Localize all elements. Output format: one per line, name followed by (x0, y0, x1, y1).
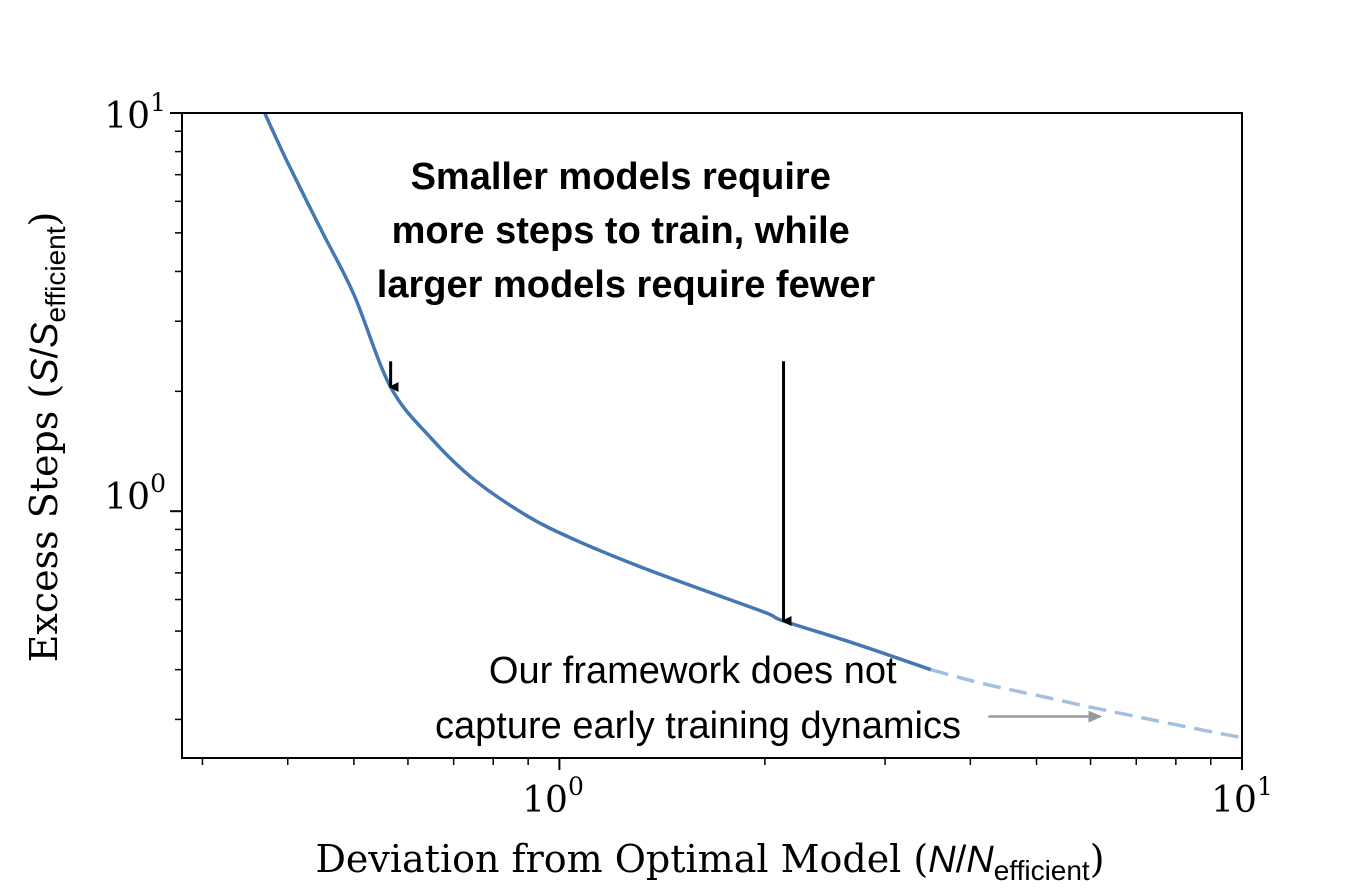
y-axis-label-suffix: ) (22, 212, 66, 227)
x-tick-label-1: 100 (522, 772, 584, 821)
x-axis-label-prefix: Deviation from Optimal Model ( (315, 837, 928, 881)
y-axis-label-var1: S (24, 358, 66, 383)
series-line-solid (263, 112, 932, 672)
plot-area (182, 113, 1242, 758)
x-axis-label-var2: N (966, 839, 994, 881)
series-layer (263, 112, 1243, 740)
x-tick-label-10: 101 (1211, 772, 1273, 821)
annotation-models-steps: Smaller models require more steps to tra… (377, 156, 876, 306)
annotation-models-steps-line-3: larger models require fewer (377, 264, 876, 306)
major-ticks (170, 112, 1243, 770)
x-tick-exp-10: 1 (1257, 772, 1273, 801)
x-axis-label-subscript: efficient (994, 855, 1090, 886)
series-line-dashed (930, 668, 1243, 740)
annotation-models-steps-line-1: Smaller models require (411, 156, 831, 198)
y-tick-exp-1: 0 (150, 469, 166, 498)
annotation-early-training-line-2: capture early training dynamics (435, 705, 961, 747)
y-tick-label-1: 100 (104, 469, 166, 518)
y-axis-label: Excess Steps (S/Sefficient) (22, 212, 71, 663)
annotation-early-training-line-1: Our framework does not (489, 650, 897, 692)
y-tick-exp-10: 1 (150, 88, 166, 117)
x-tick-base-1: 10 (522, 780, 568, 821)
minor-ticks (175, 130, 1212, 765)
y-tick-base-1: 10 (104, 477, 150, 518)
x-axis-label-suffix: ) (1090, 837, 1105, 881)
x-tick-base-10: 10 (1211, 780, 1257, 821)
y-axis-label-subscript: efficient (40, 226, 71, 322)
x-axis-label: Deviation from Optimal Model (N/Nefficie… (315, 837, 1104, 886)
plot-frame (181, 112, 1243, 759)
x-tick-exp-1: 0 (568, 772, 584, 801)
annotation-models-steps-line-2: more steps to train, while (392, 210, 850, 252)
arrow-layer (388, 361, 1103, 723)
y-tick-base-10: 10 (104, 96, 150, 137)
y-tick-label-10: 101 (104, 88, 166, 137)
x-axis-label-var1: N (928, 839, 956, 881)
x-axis-label-slash: / (956, 839, 967, 881)
y-axis-label-slash: / (24, 347, 66, 358)
annotation-early-training: Our framework does not capture early tra… (435, 650, 961, 747)
y-axis-label-prefix: Excess Steps ( (22, 384, 66, 663)
y-axis-label-var2: S (24, 323, 66, 348)
